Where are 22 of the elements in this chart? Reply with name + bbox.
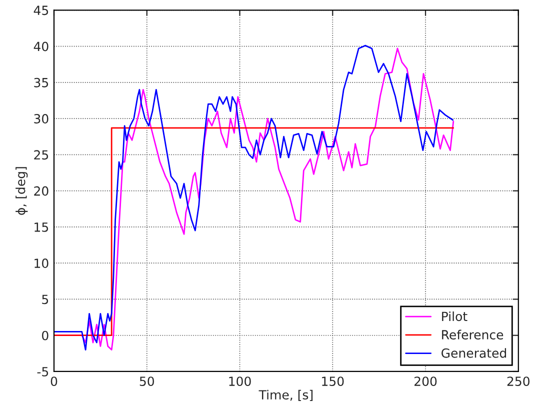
x-axis-title: Time, [s] bbox=[258, 390, 313, 401]
legend-label: Generated bbox=[442, 348, 506, 358]
y-tick-label: 35 bbox=[34, 78, 48, 88]
y-tick-label: 40 bbox=[34, 42, 48, 52]
y-tick-label: 30 bbox=[34, 114, 48, 124]
y-tick-label: 20 bbox=[34, 186, 48, 196]
legend-label: Reference bbox=[442, 330, 504, 340]
y-tick-label: 10 bbox=[34, 258, 48, 268]
legend-label: Pilot bbox=[442, 311, 468, 322]
x-tick-label: 200 bbox=[414, 376, 437, 386]
x-tick-label: 100 bbox=[229, 376, 251, 386]
y-tick-label: 0 bbox=[42, 330, 48, 340]
x-tick-label: 50 bbox=[140, 376, 154, 386]
y-tick-label: 25 bbox=[34, 150, 48, 160]
y-tick-label: -5 bbox=[37, 367, 48, 376]
y-tick-label: 45 bbox=[34, 6, 48, 16]
y-tick-label: 15 bbox=[34, 222, 48, 232]
y-tick-label: 5 bbox=[42, 294, 48, 304]
x-tick-label: 150 bbox=[322, 376, 344, 386]
y-axis-title: ϕ, [deg] bbox=[16, 167, 28, 215]
x-tick-label: 0 bbox=[50, 376, 58, 386]
x-tick-label: 250 bbox=[507, 376, 530, 386]
